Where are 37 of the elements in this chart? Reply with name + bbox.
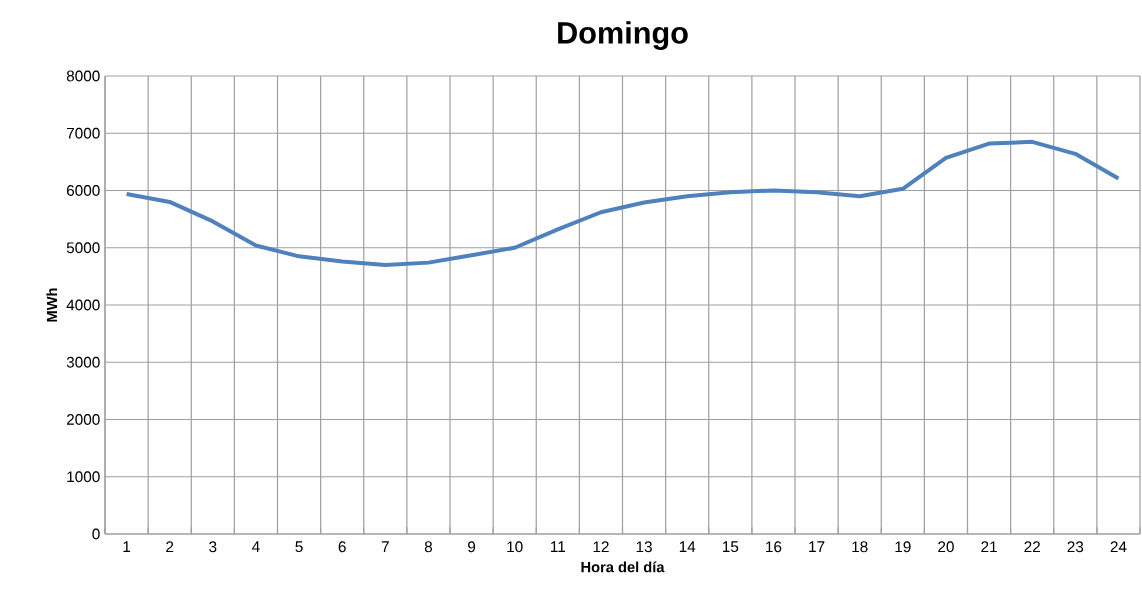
chart-title: Domingo bbox=[558, 21, 688, 50]
y-tick-label: 2000 bbox=[66, 414, 100, 425]
x-tick-label: 11 bbox=[551, 541, 566, 552]
y-tick-label: 5000 bbox=[66, 242, 100, 254]
x-tick-label: 19 bbox=[895, 541, 911, 553]
x-tick-label: 5 bbox=[295, 541, 303, 553]
x-tick-label: 18 bbox=[852, 541, 868, 553]
y-tick-label: 1000 bbox=[67, 471, 100, 483]
x-tick-label: 24 bbox=[1110, 541, 1127, 553]
x-tick-label: 1 bbox=[123, 541, 131, 552]
x-tick-label: 8 bbox=[424, 541, 433, 553]
x-tick-label: 15 bbox=[722, 541, 739, 553]
x-tick-label: 3 bbox=[209, 541, 217, 553]
x-tick-label: 9 bbox=[468, 541, 476, 553]
y-tick-label: 4000 bbox=[66, 299, 100, 311]
x-tick-label: 7 bbox=[381, 541, 389, 552]
x-tick-label: 4 bbox=[252, 541, 260, 552]
y-tick-label: 8000 bbox=[66, 70, 100, 82]
y-tick-label: 7000 bbox=[66, 127, 100, 139]
y-tick-label: 6000 bbox=[66, 185, 100, 196]
y-tick-label: 3000 bbox=[66, 356, 100, 368]
x-axis-title: Hora del día bbox=[581, 561, 665, 573]
x-tick-label: 13 bbox=[636, 541, 652, 553]
x-tick-label: 6 bbox=[338, 541, 346, 553]
x-tick-label: 2 bbox=[166, 541, 174, 553]
x-tick-label: 16 bbox=[766, 541, 782, 553]
line-series bbox=[124, 139, 1121, 267]
x-tick-label: 12 bbox=[593, 541, 609, 553]
x-tick-label: 14 bbox=[679, 541, 696, 552]
x-tick-label: 10 bbox=[507, 541, 523, 553]
x-tick-label: 20 bbox=[938, 541, 954, 553]
x-tick-label: 21 bbox=[981, 541, 997, 553]
x-tick-label: 17 bbox=[809, 541, 825, 552]
y-tick-label: 0 bbox=[92, 528, 100, 540]
y-axis-title: MWh bbox=[46, 288, 58, 322]
x-tick-label: 23 bbox=[1067, 541, 1084, 553]
x-tick-label: 22 bbox=[1024, 541, 1040, 553]
